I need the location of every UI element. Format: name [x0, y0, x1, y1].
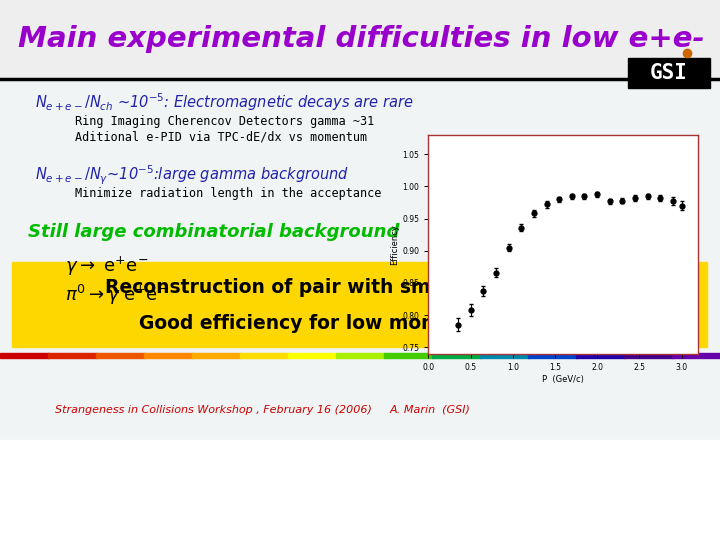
Bar — [48, 353, 96, 358]
Bar — [0, 0, 720, 78]
Bar — [0, 353, 48, 358]
Bar — [288, 353, 336, 358]
Bar — [672, 353, 720, 358]
Text: Minimize radiation length in the acceptance: Minimize radiation length in the accepta… — [75, 187, 382, 200]
Bar — [12, 262, 707, 347]
Bar — [96, 353, 145, 358]
X-axis label: P  (GeV/c): P (GeV/c) — [542, 375, 585, 383]
Text: Strangeness in Collisions Workshop , February 16 (2006): Strangeness in Collisions Workshop , Feb… — [55, 405, 372, 415]
Bar — [192, 353, 240, 358]
Text: Still large combinatorial background: Still large combinatorial background — [28, 223, 400, 241]
Bar — [0, 78, 720, 440]
Text: GSI: GSI — [650, 63, 688, 83]
Bar — [624, 353, 672, 358]
Text: A. Marin  (GSI): A. Marin (GSI) — [390, 405, 471, 415]
Bar — [384, 353, 433, 358]
Text: Reconstruction of pair with small opening angle: Reconstruction of pair with small openin… — [105, 278, 614, 297]
Bar — [480, 353, 528, 358]
Text: Ring Imaging Cherencov Detectors gamma ~31: Ring Imaging Cherencov Detectors gamma ~… — [75, 116, 374, 129]
Y-axis label: Efficiency: Efficiency — [390, 224, 400, 265]
Bar — [628, 58, 710, 88]
Text: Main experimental difficulties in low e+e-: Main experimental difficulties in low e+… — [18, 25, 705, 53]
Text: Aditional e-PID via TPC-dE/dx vs momentum: Aditional e-PID via TPC-dE/dx vs momentu… — [75, 131, 367, 144]
Text: Good efficiency for low momentum tracks: Good efficiency for low momentum tracks — [139, 314, 580, 333]
Bar — [0, 440, 720, 540]
Bar — [144, 353, 192, 358]
Bar — [240, 353, 289, 358]
Bar — [432, 353, 480, 358]
Text: $N_{e+e-}/N_{ch}$ ~10$^{-5}$: Electromagnetic decays are rare: $N_{e+e-}/N_{ch}$ ~10$^{-5}$: Electromag… — [35, 91, 414, 113]
Bar — [576, 353, 624, 358]
Text: $N_{e+e-}/N_{\gamma}$~10$^{-5}$:large gamma background: $N_{e+e-}/N_{\gamma}$~10$^{-5}$:large ga… — [35, 163, 349, 187]
Bar — [336, 353, 384, 358]
Text: $\gamma \rightarrow$ e$^{+}$e$^{-}$: $\gamma \rightarrow$ e$^{+}$e$^{-}$ — [65, 254, 148, 278]
Bar — [528, 353, 577, 358]
Text: $\pi^{0} \rightarrow \gamma$ e$^{+}$e$^{-}$: $\pi^{0} \rightarrow \gamma$ e$^{+}$e$^{… — [65, 283, 168, 307]
